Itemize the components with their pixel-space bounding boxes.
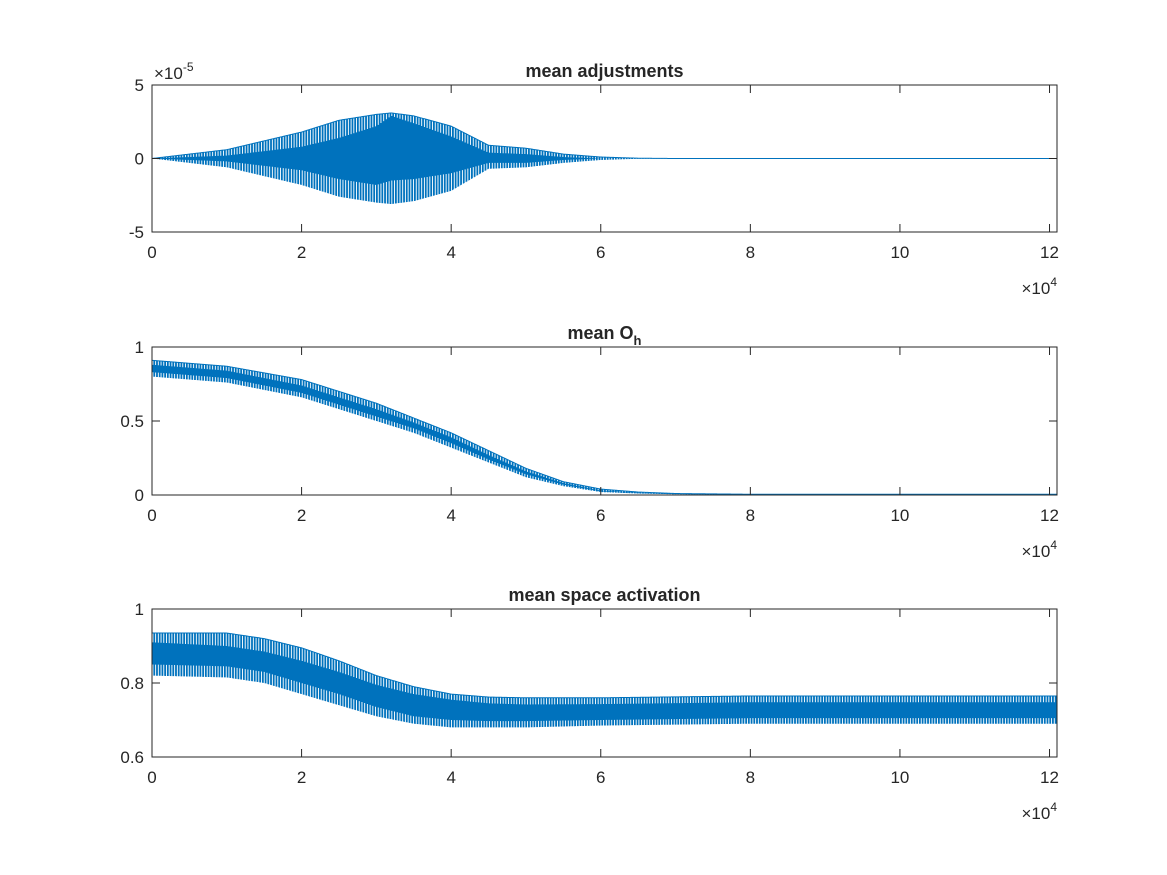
x-exponent-label: ×104 (1021, 538, 1057, 561)
y-tick-label: -5 (129, 223, 144, 242)
x-tick-label: 2 (297, 243, 306, 262)
chart-title: mean Oh (568, 323, 642, 348)
series-line (151, 112, 1057, 205)
y-exponent-label: ×10-5 (154, 60, 194, 83)
x-tick-label: 10 (890, 768, 909, 787)
chart-title-subscript: h (634, 333, 642, 348)
chart-title-text: mean O (568, 323, 634, 343)
x-tick-label: 6 (596, 768, 605, 787)
series-upper-edge (151, 359, 1057, 495)
x-tick-label: 4 (446, 768, 455, 787)
x-tick-label: 10 (890, 506, 909, 525)
chart-title: mean adjustments (525, 61, 683, 81)
x-tick-label: 8 (746, 506, 755, 525)
chart-title: mean space activation (508, 585, 700, 605)
y-tick-label: 5 (135, 76, 144, 95)
x-tick-label: 6 (596, 243, 605, 262)
x-exponent-label: ×104 (1021, 800, 1057, 823)
x-tick-label: 4 (446, 243, 455, 262)
x-tick-label: 0 (147, 768, 156, 787)
x-tick-label: 8 (746, 768, 755, 787)
x-tick-label: 8 (746, 243, 755, 262)
x-tick-label: 4 (446, 506, 455, 525)
axes-background (152, 347, 1057, 495)
series-upper-edge (151, 112, 1057, 159)
series-upper-edge (152, 632, 1057, 699)
x-tick-label: 10 (890, 243, 909, 262)
x-tick-label: 6 (596, 506, 605, 525)
y-tick-label: 0.8 (120, 674, 144, 693)
x-tick-label: 2 (297, 768, 306, 787)
chart-title-text: mean space activation (508, 585, 700, 605)
y-tick-label: 0.6 (120, 748, 144, 767)
x-exponent-label: ×104 (1021, 275, 1057, 298)
x-tick-label: 0 (147, 506, 156, 525)
x-tick-label: 12 (1040, 506, 1059, 525)
subplot-3: 0 2 4 6 8 10 12 0.6 0.8 1 mean space activation ×10… (120, 585, 1059, 823)
y-tick-label: 1 (135, 338, 144, 357)
x-tick-label: 2 (297, 506, 306, 525)
chart-title-text: mean adjustments (525, 61, 683, 81)
y-tick-label: 1 (135, 600, 144, 619)
x-tick-label: 12 (1040, 768, 1059, 787)
x-tick-label: 12 (1040, 243, 1059, 262)
subplot-2: 0 2 4 6 8 10 12 0 0.5 1 mean Oh ×104 (120, 323, 1059, 561)
x-tick-label: 0 (147, 243, 156, 262)
y-tick-label: 0.5 (120, 412, 144, 431)
y-tick-label: 0 (135, 486, 144, 505)
y-tick-label: 0 (135, 150, 144, 169)
